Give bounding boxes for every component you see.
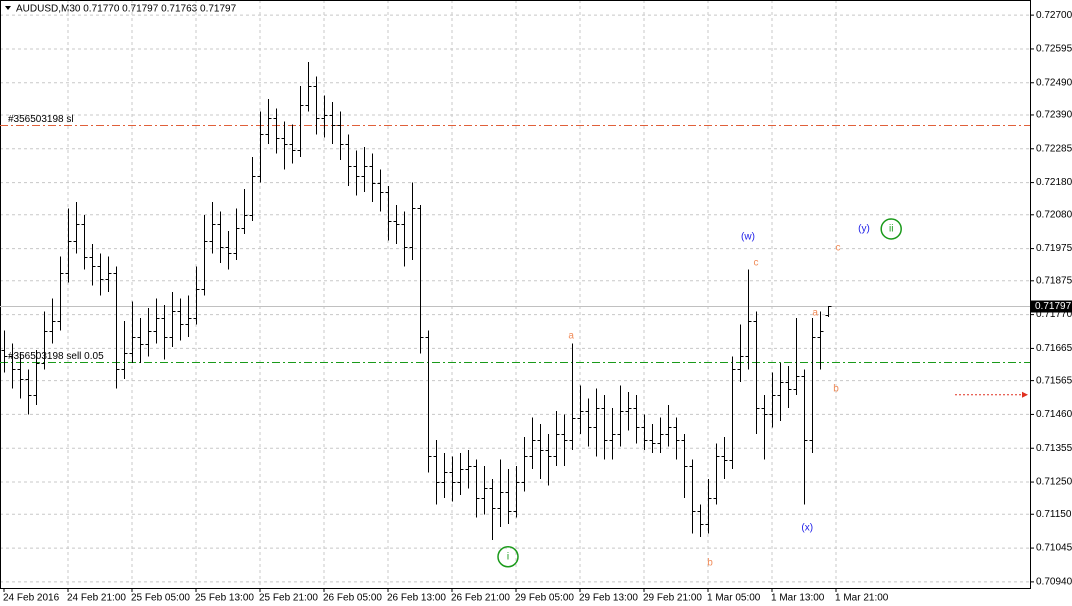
current-price-label: 0.71797 (1035, 301, 1072, 312)
wave-label: ii (889, 224, 893, 235)
y-tick-label: 0.71875 (1036, 275, 1072, 286)
y-tick-label: 0.71770 (1036, 309, 1072, 320)
y-tick-label: 0.70940 (1036, 577, 1072, 588)
x-tick-label: 29 Feb 21:00 (643, 593, 702, 604)
x-tick-label: 25 Feb 13:00 (195, 593, 254, 604)
menu-triangle[interactable] (5, 6, 11, 10)
y-tick-label: 0.72390 (1036, 110, 1072, 121)
wave-label: (y) (858, 224, 870, 235)
y-tick-label: 0.71460 (1036, 409, 1072, 420)
y-tick-label: 0.72180 (1036, 177, 1072, 188)
x-tick-label: 29 Feb 13:00 (579, 593, 638, 604)
y-tick-label: 0.72700 (1036, 10, 1072, 21)
x-tick-label: 25 Feb 05:00 (131, 593, 190, 604)
wave-label: c (836, 243, 841, 254)
order-level-label: #356503198 sl (8, 114, 74, 125)
wave-circle (880, 218, 902, 240)
wave-circle (497, 546, 519, 568)
y-tick-label: 0.71975 (1036, 243, 1072, 254)
y-tick-label: 0.71250 (1036, 477, 1072, 488)
x-tick-label: 26 Feb 05:00 (323, 593, 382, 604)
y-tick-label: 0.71355 (1036, 443, 1072, 454)
y-tick-label: 0.71665 (1036, 343, 1072, 354)
x-tick-label: 1 Mar 21:00 (835, 593, 889, 604)
wave-label: a (812, 308, 818, 319)
x-tick-label: 24 Feb 2016 (3, 593, 60, 604)
x-tick-label: 26 Feb 21:00 (451, 593, 510, 604)
x-tick-label: 1 Mar 05:00 (707, 593, 761, 604)
wave-label: c (754, 257, 759, 268)
plot-frame (0, 0, 1031, 589)
trade-arrow-head (1022, 391, 1028, 398)
current-price-box (1031, 300, 1072, 313)
x-tick-label: 1 Mar 13:00 (771, 593, 825, 604)
x-tick-label: 26 Feb 13:00 (387, 593, 446, 604)
y-tick-label: 0.71045 (1036, 543, 1072, 554)
y-tick-label: 0.72285 (1036, 143, 1072, 154)
wave-label: b (833, 384, 839, 395)
y-tick-label: 0.71150 (1036, 509, 1072, 520)
y-tick-label: 0.72490 (1036, 77, 1072, 88)
wave-label: a (568, 331, 574, 342)
wave-label: b (707, 558, 713, 569)
y-tick-label: 0.71565 (1036, 375, 1072, 386)
wave-label: (w) (741, 232, 755, 243)
wave-label: (x) (801, 522, 813, 533)
wave-label: i (507, 551, 509, 562)
order-level-label: #356503198 sell 0.05 (8, 351, 104, 362)
y-tick-label: 0.72595 (1036, 44, 1072, 55)
x-tick-label: 29 Feb 05:00 (515, 593, 574, 604)
y-tick-label: 0.72080 (1036, 209, 1072, 220)
x-tick-label: 24 Feb 21:00 (67, 593, 126, 604)
x-tick-label: 25 Feb 21:00 (259, 593, 318, 604)
chart-title: AUDUSD,M30 0.71770 0.71797 0.71763 0.717… (16, 4, 237, 15)
